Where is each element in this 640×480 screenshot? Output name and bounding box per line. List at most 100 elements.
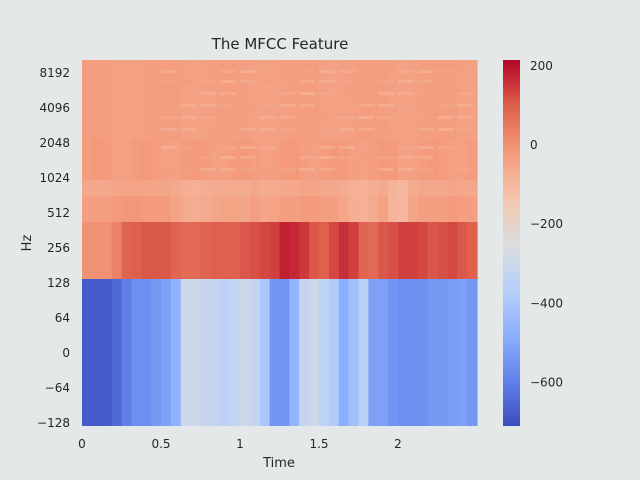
x-tick-label: 2 bbox=[394, 437, 402, 451]
x-axis-ticks: 0 0.5 1 1.5 2 bbox=[78, 437, 402, 451]
heatmap-cell bbox=[437, 156, 454, 159]
heatmap-cell bbox=[328, 196, 340, 222]
heatmap-cell bbox=[447, 140, 458, 180]
heatmap-cell bbox=[111, 196, 123, 222]
heatmap-cell bbox=[170, 60, 182, 140]
heatmap-cell bbox=[240, 116, 256, 119]
heatmap-cell bbox=[467, 196, 478, 222]
heatmap-cell bbox=[220, 116, 237, 119]
y-tick-label: −64 bbox=[45, 381, 70, 395]
heatmap-cell bbox=[407, 279, 419, 426]
heatmap-cell bbox=[417, 116, 434, 119]
heatmap-cell bbox=[131, 140, 142, 180]
heatmap-cell bbox=[259, 180, 271, 196]
heatmap-cell bbox=[319, 146, 335, 149]
heatmap-cell bbox=[457, 70, 474, 73]
heatmap-cell bbox=[269, 180, 281, 196]
heatmap-cell bbox=[170, 196, 182, 222]
heatmap-cell bbox=[437, 222, 448, 279]
heatmap-cell bbox=[161, 279, 172, 426]
heatmap-cell bbox=[111, 60, 123, 140]
heatmap-cell bbox=[348, 196, 360, 222]
heatmap-cell bbox=[151, 222, 162, 279]
heatmap-cell bbox=[200, 140, 211, 180]
y-tick-label: 2048 bbox=[39, 136, 70, 150]
heatmap-cell bbox=[240, 196, 251, 222]
heatmap-cell bbox=[240, 222, 251, 279]
heatmap-cell bbox=[170, 279, 182, 426]
heatmap-cell bbox=[299, 180, 310, 196]
heatmap-cell bbox=[180, 222, 192, 279]
heatmap-cell bbox=[358, 196, 369, 222]
heatmap-cell bbox=[82, 196, 93, 222]
heatmap-cell bbox=[457, 116, 474, 119]
heatmap-cell bbox=[180, 92, 197, 95]
heatmap-cell bbox=[447, 222, 458, 279]
heatmap-cell bbox=[121, 180, 132, 196]
heatmap-cell bbox=[299, 146, 316, 149]
heatmap-cell bbox=[417, 168, 434, 171]
heatmap-cell bbox=[299, 116, 316, 119]
y-tick-label: 64 bbox=[55, 311, 70, 325]
heatmap-cell bbox=[220, 140, 231, 180]
heatmap-cell bbox=[348, 60, 360, 140]
heatmap-cell bbox=[437, 92, 454, 95]
heatmap-cell bbox=[417, 60, 429, 140]
heatmap-cell bbox=[259, 222, 271, 279]
heatmap-cell bbox=[200, 156, 217, 159]
heatmap-cell bbox=[279, 279, 290, 426]
heatmap-cell bbox=[348, 279, 360, 426]
heatmap-cell bbox=[220, 180, 231, 196]
heatmap-cell bbox=[279, 140, 290, 180]
heatmap-cell bbox=[200, 70, 217, 73]
heatmap-cell bbox=[131, 60, 142, 140]
heatmap-cell bbox=[467, 222, 478, 279]
heatmap-cell bbox=[240, 60, 251, 140]
heatmap-cell bbox=[378, 222, 389, 279]
heatmap-cell bbox=[338, 60, 350, 140]
heatmap-cell bbox=[338, 168, 355, 171]
heatmap-cell bbox=[348, 140, 360, 180]
heatmap-cell bbox=[378, 279, 389, 426]
heatmap-cell bbox=[398, 60, 409, 140]
heatmap-cell bbox=[328, 140, 340, 180]
heatmap-cell bbox=[230, 196, 241, 222]
heatmap-cell bbox=[141, 196, 152, 222]
heatmap-cell bbox=[338, 116, 355, 119]
heatmap-cell bbox=[358, 92, 375, 95]
heatmap-cell bbox=[289, 222, 300, 279]
colorbar-tick-label: −400 bbox=[530, 296, 563, 310]
heatmap-cell bbox=[269, 222, 281, 279]
heatmap-cell bbox=[388, 279, 399, 426]
heatmap-cell bbox=[91, 60, 103, 140]
heatmap-cell bbox=[141, 180, 152, 196]
heatmap-cell bbox=[249, 180, 261, 196]
heatmap-cell bbox=[358, 60, 369, 140]
heatmap-cell bbox=[358, 80, 375, 83]
heatmap-cell bbox=[437, 70, 454, 73]
heatmap-cell bbox=[437, 80, 454, 83]
heatmap-cell bbox=[230, 60, 241, 140]
heatmap-cell bbox=[348, 180, 360, 196]
heatmap-cell bbox=[338, 196, 350, 222]
heatmap-cell bbox=[240, 279, 251, 426]
y-tick-label: 8192 bbox=[39, 66, 70, 80]
heatmap-cell bbox=[398, 168, 414, 171]
heatmap-cell bbox=[407, 140, 419, 180]
heatmap-cell bbox=[457, 128, 474, 131]
heatmap-cell bbox=[437, 128, 454, 131]
heatmap-cell bbox=[398, 128, 414, 131]
colorbar-tick-label: −600 bbox=[530, 375, 563, 389]
heatmap-cell bbox=[388, 196, 399, 222]
heatmap-cell bbox=[200, 80, 217, 83]
heatmap-cell bbox=[82, 222, 93, 279]
heatmap-cell bbox=[388, 180, 399, 196]
colorbar bbox=[503, 60, 520, 426]
heatmap-cell bbox=[200, 116, 217, 119]
heatmap-cell bbox=[180, 168, 197, 171]
heatmap-cell bbox=[121, 279, 132, 426]
heatmap-cell bbox=[319, 140, 330, 180]
heatmap-cell bbox=[180, 60, 192, 140]
heatmap-cell bbox=[417, 279, 429, 426]
heatmap-cell bbox=[180, 140, 192, 180]
